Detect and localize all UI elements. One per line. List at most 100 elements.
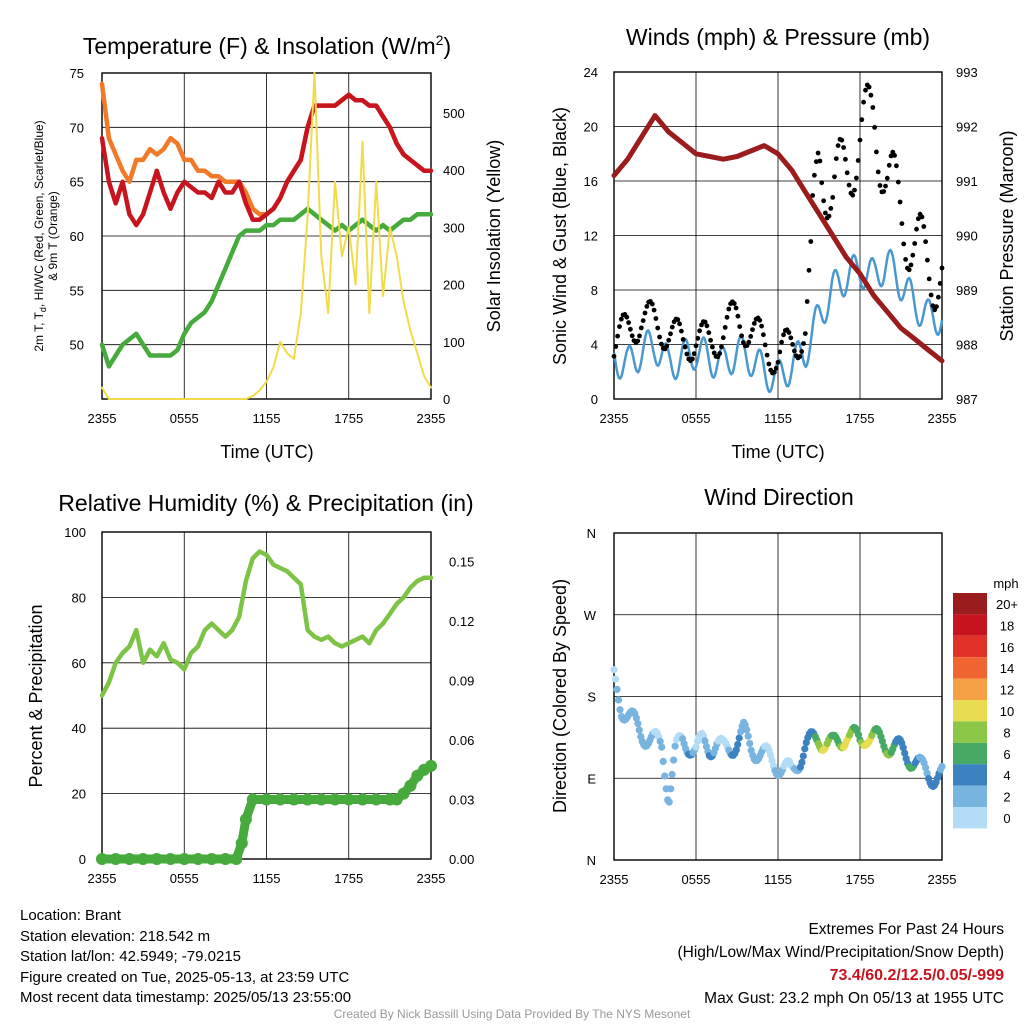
rh-xtick: 2355: [88, 871, 117, 886]
direction-point: [658, 743, 666, 751]
winds-ylabel: Sonic Wind & Gust (Blue, Black): [550, 107, 570, 365]
precip-point: [397, 787, 410, 800]
gust-point: [839, 137, 845, 143]
winds-y2tick: 990: [956, 229, 978, 244]
temp-y2tick: 100: [443, 335, 465, 350]
gust-point: [640, 318, 646, 323]
gust-point: [757, 317, 763, 323]
gust-point: [704, 323, 710, 329]
rh-y2tick: 0.12: [449, 614, 474, 629]
gust-point: [808, 239, 814, 244]
dir-xtick: 2355: [928, 872, 957, 887]
direction-point: [632, 714, 641, 722]
info-recent: Most recent data timestamp: 2025/05/13 2…: [20, 989, 352, 1006]
gust-point: [821, 198, 826, 204]
gust-point: [779, 339, 784, 345]
precip-point: [356, 793, 369, 806]
gust-point: [852, 187, 857, 193]
legend-swatch: [953, 785, 987, 807]
gust-point: [653, 316, 659, 321]
gust-point: [764, 352, 770, 358]
precip-point: [404, 779, 417, 792]
gust-point: [801, 341, 806, 346]
info-location: Location: Brant: [20, 907, 121, 924]
gust-point: [908, 262, 914, 268]
precip-point: [274, 793, 287, 806]
gust-point: [861, 99, 866, 105]
gust-point: [828, 206, 834, 211]
winds-ytick: 20: [584, 120, 598, 135]
temp-ytick: 75: [70, 66, 84, 81]
gust-point: [761, 332, 766, 338]
gust-point: [799, 349, 805, 354]
gust-point: [854, 175, 859, 181]
gust-point: [628, 326, 633, 332]
precip-point: [205, 853, 218, 865]
rh-ytick: 100: [64, 525, 86, 540]
direction-point: [616, 706, 624, 714]
direction-point: [734, 740, 742, 749]
direction-point: [743, 726, 751, 734]
rh-y2tick: 0.06: [449, 733, 474, 748]
gust-point: [881, 189, 887, 194]
gust-point: [892, 153, 897, 158]
legend-swatch: [953, 635, 987, 658]
gust-point: [680, 337, 686, 342]
gust-point: [790, 342, 795, 347]
winds-panel: Winds (mph) & Pressure (mb) Sonic Wind &…: [550, 24, 1017, 462]
precip-point: [301, 793, 314, 806]
legend-title: mph: [993, 576, 1018, 591]
gust-point: [901, 241, 907, 247]
temp-ytick: 65: [70, 175, 84, 190]
direction-point: [692, 743, 700, 751]
gust-point: [751, 321, 757, 326]
temp-y2tick: 0: [443, 392, 450, 407]
gust-point: [866, 84, 872, 90]
precip-point: [219, 853, 232, 865]
gust-point: [762, 342, 768, 348]
gust-point: [737, 324, 743, 329]
precip-point: [235, 837, 248, 850]
precip-point: [425, 759, 437, 772]
gust-point: [797, 354, 803, 359]
legend-label: 0: [1003, 811, 1010, 826]
winds-frame: [613, 71, 943, 400]
gust-point: [830, 195, 836, 200]
temp-xtick: 1755: [334, 411, 363, 426]
rh-ytick: 20: [72, 787, 86, 802]
gust-point: [613, 344, 619, 349]
legend-swatch: [953, 764, 987, 786]
gust-point: [664, 343, 670, 349]
direction-point: [746, 739, 754, 748]
direction-point: [665, 798, 673, 806]
gust-point: [720, 335, 726, 341]
temp-y2tick: 300: [443, 220, 465, 235]
gust-point: [919, 214, 925, 220]
gust-point: [624, 314, 630, 320]
humidity-series: [99, 549, 434, 698]
gust-point: [928, 292, 934, 298]
gust-point: [886, 162, 892, 168]
gust-point: [719, 344, 724, 350]
legend-label: 6: [1003, 747, 1010, 762]
gust-point: [708, 337, 713, 343]
gust-point: [611, 353, 617, 359]
legend-label: 12: [1000, 683, 1014, 698]
gust-point: [750, 327, 755, 332]
rh-xtick: 2355: [417, 871, 446, 886]
winds-ytick: 4: [591, 338, 598, 353]
gust-point: [746, 339, 752, 345]
extremes-values: 73.4/60.2/12.5/0.05/-999: [829, 967, 1004, 984]
extremes-heading: Extremes For Past 24 Hours: [808, 921, 1004, 938]
temperature-xlabel: Time (UTC): [220, 442, 313, 462]
winds-title: Winds (mph) & Pressure (mb): [626, 24, 930, 50]
gust-point: [925, 257, 930, 263]
gust-point: [870, 105, 876, 110]
gust-point: [786, 330, 792, 335]
gust-point: [651, 307, 657, 313]
gust-point: [884, 175, 890, 181]
winds-y2tick: 987: [956, 392, 978, 407]
info-elevation: Station elevation: 218.542 m: [20, 927, 211, 945]
credit-line: Created By Nick Bassill Using Data Provi…: [333, 1007, 691, 1021]
